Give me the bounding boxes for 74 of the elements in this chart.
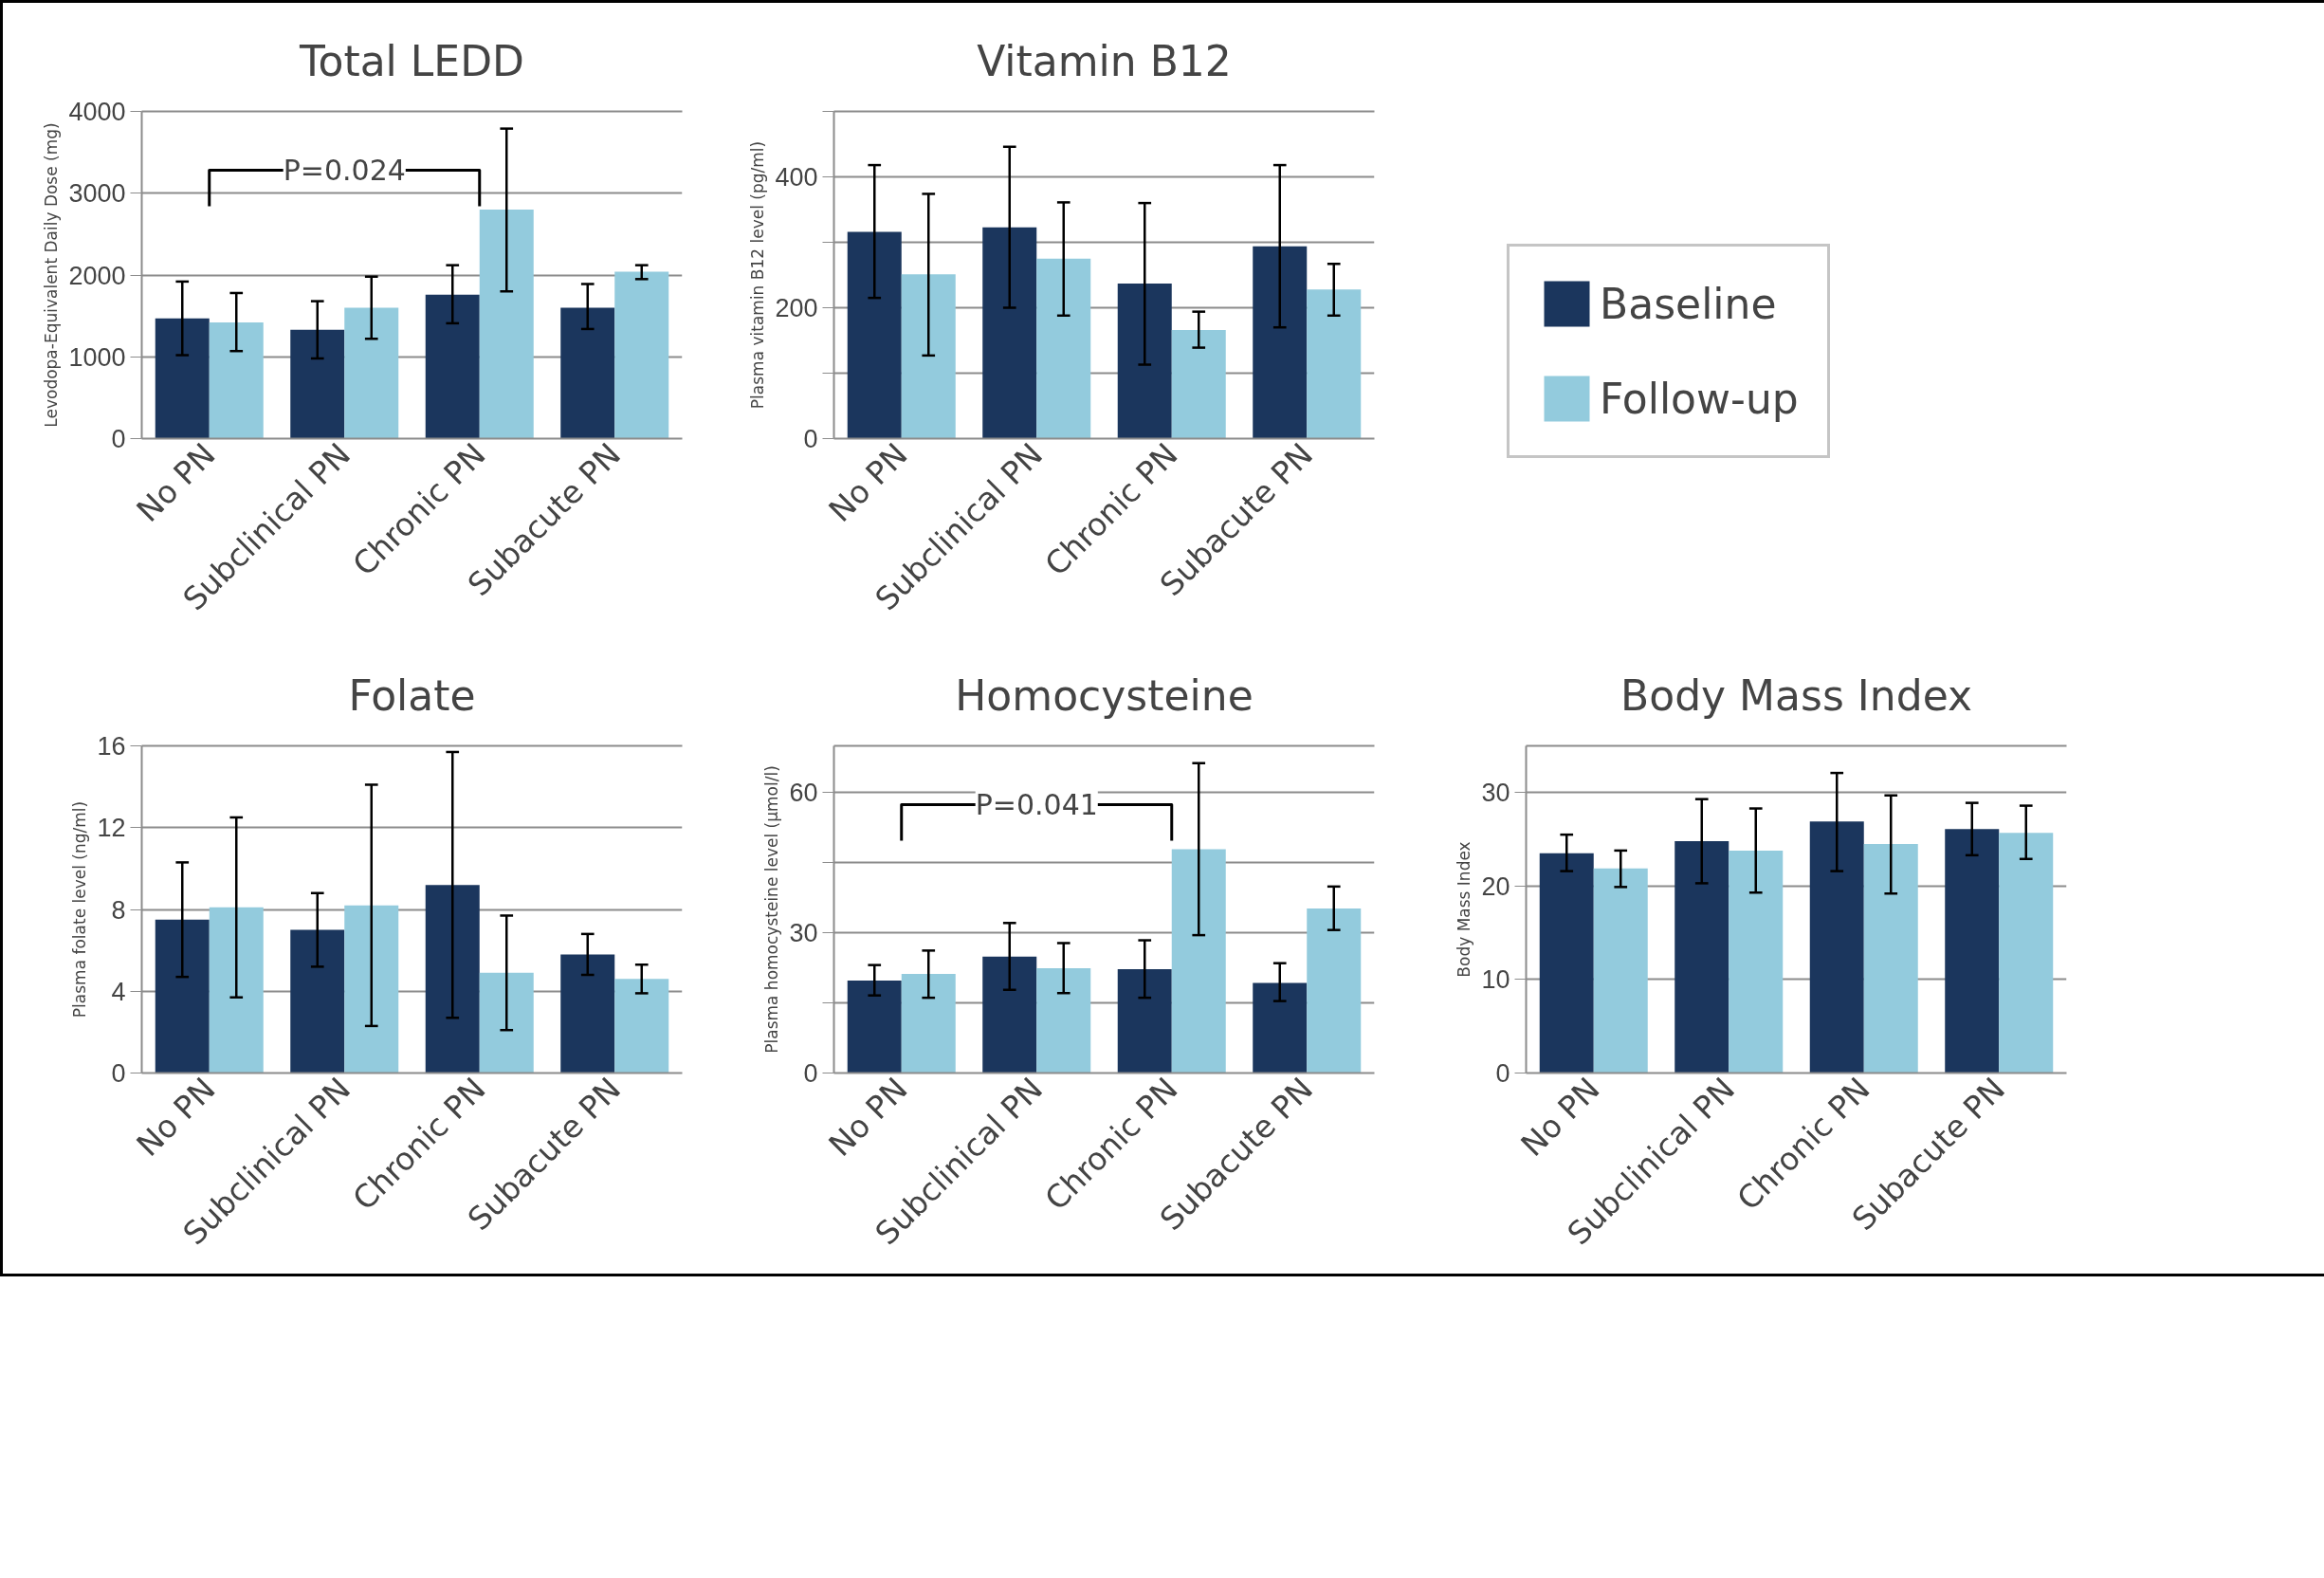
bar	[1253, 246, 1308, 439]
bar	[1171, 329, 1226, 439]
bar	[901, 974, 956, 1073]
chart-title: Body Mass Index	[1620, 671, 1972, 720]
y-tick-label: 200	[775, 294, 818, 322]
bar	[560, 307, 615, 439]
y-tick-label: 2000	[68, 261, 126, 290]
bar	[1036, 258, 1091, 439]
chart-title: Vitamin B12	[977, 37, 1232, 85]
y-tick-label: 30	[789, 919, 818, 948]
legend-label: Follow-up	[1600, 373, 1799, 425]
y-tick-label: 30	[1481, 779, 1510, 808]
bar	[614, 271, 669, 439]
y-tick-label: 4000	[68, 98, 126, 126]
y-axis-title: Levodopa-Equivalent Daily Dose (mg)	[42, 122, 62, 428]
bar	[479, 210, 534, 439]
bar	[290, 929, 345, 1073]
chart-title: Folate	[348, 671, 476, 720]
bar	[982, 227, 1037, 439]
bar	[1945, 829, 2000, 1073]
bar	[344, 307, 399, 439]
bar	[344, 905, 399, 1073]
bar	[560, 954, 615, 1073]
annotation: P=0.024	[283, 154, 406, 188]
y-tick-label: 10	[1481, 965, 1510, 995]
y-tick-label: 0	[1495, 1059, 1510, 1088]
y-tick-label: 3000	[68, 179, 126, 209]
y-tick-label: 400	[775, 163, 818, 192]
y-tick-label: 0	[803, 425, 818, 453]
chart-title: Total LEDD	[299, 37, 524, 85]
chart-title: Homocysteine	[955, 671, 1253, 720]
bar	[1117, 969, 1172, 1073]
bar	[1999, 833, 2054, 1073]
bar	[425, 885, 480, 1073]
bar	[425, 294, 480, 439]
bar	[290, 329, 345, 439]
y-axis-title: Plasma folate level (ng/ml)	[70, 800, 90, 1018]
legend-label: Baseline	[1600, 278, 1777, 330]
bar	[847, 231, 902, 439]
annotation: P=0.041	[975, 788, 1098, 822]
y-tick-label: 0	[111, 1059, 126, 1088]
y-axis-title: Plasma vitamin B12 level (pg/ml)	[748, 140, 768, 410]
y-tick-label: 0	[803, 1059, 818, 1088]
bar	[1539, 853, 1594, 1073]
bar	[847, 980, 902, 1073]
bar	[155, 318, 210, 439]
y-axis-title: Plasma homocysteine level (µmol/l)	[762, 765, 782, 1054]
bar	[1171, 849, 1226, 1073]
bar	[901, 274, 956, 439]
y-axis-title: Body Mass Index	[1455, 841, 1474, 978]
y-tick-label: 16	[97, 732, 126, 761]
bar	[479, 972, 534, 1073]
bar	[155, 919, 210, 1073]
bar	[209, 322, 264, 439]
bar	[1593, 868, 1648, 1073]
y-tick-label: 4	[111, 977, 126, 1006]
bar	[1863, 844, 1918, 1073]
y-tick-label: 0	[111, 425, 126, 453]
y-tick-label: 60	[789, 779, 818, 808]
y-tick-label: 8	[111, 895, 126, 925]
bar	[1809, 821, 1864, 1073]
bar	[1674, 841, 1729, 1073]
bar	[1036, 968, 1091, 1073]
bar	[209, 907, 264, 1073]
y-tick-label: 12	[97, 814, 126, 843]
bar	[1117, 283, 1172, 439]
bar	[1307, 289, 1362, 439]
bar	[1253, 982, 1308, 1073]
y-tick-label: 1000	[68, 342, 126, 372]
bar	[982, 956, 1037, 1073]
bar	[1729, 850, 1784, 1073]
bar	[1307, 908, 1362, 1073]
y-tick-label: 20	[1481, 872, 1510, 901]
bar	[614, 979, 669, 1073]
